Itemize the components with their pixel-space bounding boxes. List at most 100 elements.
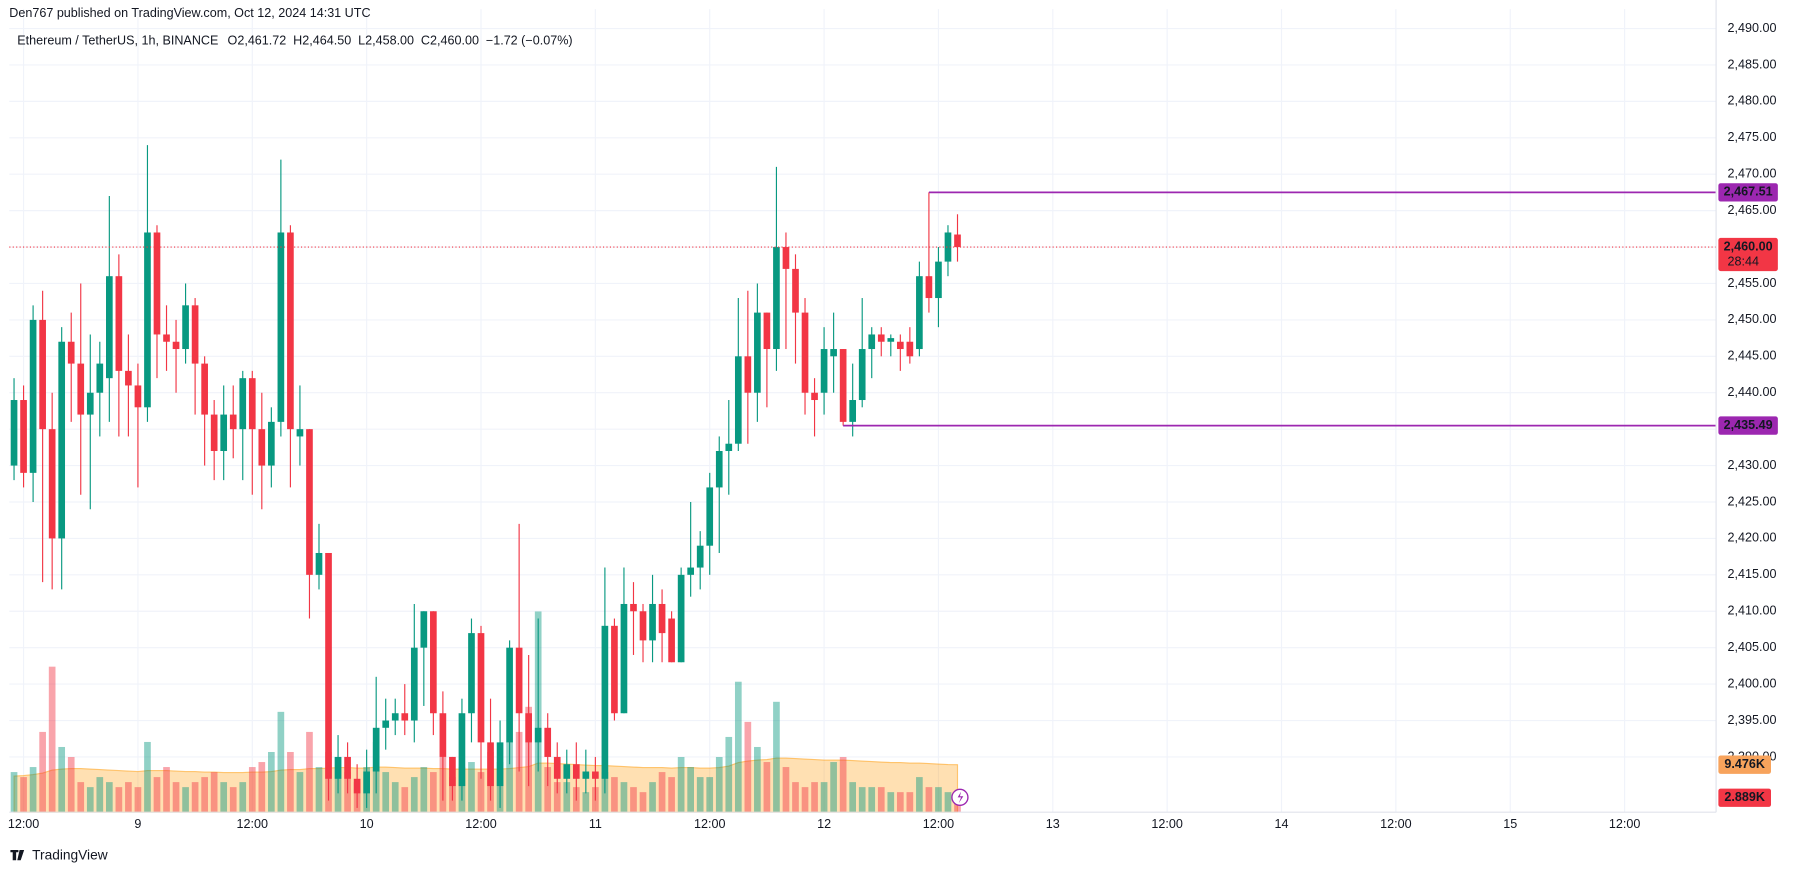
- volume-bar: [696, 777, 704, 813]
- volume-bar: [611, 777, 618, 813]
- volume-bar: [248, 767, 256, 813]
- candle-body: [268, 421, 275, 466]
- volume-layer: [10, 611, 961, 813]
- volume-label: 9.476K: [1724, 757, 1765, 771]
- volume-bar: [48, 666, 56, 813]
- volume-bar: [877, 787, 885, 813]
- candle-body: [306, 429, 313, 575]
- lightning-icon: [951, 788, 969, 807]
- candle-body: [391, 713, 399, 721]
- volume-bar: [944, 792, 952, 813]
- volume-bar: [830, 762, 837, 813]
- x-tick-label: 9: [134, 817, 141, 831]
- volume-bar: [782, 767, 790, 813]
- candle-body: [668, 618, 675, 663]
- candle-body: [792, 268, 799, 313]
- candle-body: [944, 232, 952, 262]
- level-label: 2,467.51: [1724, 185, 1773, 199]
- candle-body: [20, 400, 27, 473]
- candle-body: [420, 611, 428, 648]
- candle-body: [449, 756, 456, 787]
- x-tick-label: 14: [1275, 817, 1289, 831]
- volume-bar: [10, 772, 18, 813]
- volume-bar: [906, 792, 914, 813]
- candle-body: [935, 261, 942, 299]
- volume-bar: [315, 767, 323, 813]
- candle-body: [172, 341, 180, 350]
- y-tick-label: 2,415.00: [1728, 567, 1777, 581]
- candle-body: [487, 742, 494, 787]
- candle-body: [182, 305, 189, 350]
- candle-body: [58, 341, 66, 539]
- volume-bar: [296, 772, 304, 813]
- volume-bar: [20, 777, 27, 813]
- volume-bar: [86, 787, 94, 813]
- volume-bar: [477, 772, 485, 813]
- candle-body: [906, 341, 914, 357]
- volume-bar: [935, 787, 942, 813]
- volume-bar: [715, 757, 723, 813]
- y-tick-label: 2,440.00: [1728, 385, 1777, 399]
- volume-bar: [658, 772, 666, 813]
- candle-body: [620, 603, 628, 714]
- volume-bar: [201, 777, 208, 813]
- candle-body: [468, 633, 475, 714]
- logo-text: TradingView: [32, 847, 108, 862]
- candle-body: [811, 392, 818, 401]
- candle-body: [86, 392, 94, 415]
- symbol: Ethereum / TetherUS, 1h, BINANCE: [17, 34, 218, 48]
- candle-body: [77, 363, 85, 415]
- candle-body: [153, 232, 161, 335]
- volume-bar: [887, 792, 895, 813]
- y-tick-label: 2,400.00: [1728, 676, 1777, 690]
- candle-body: [430, 611, 437, 714]
- volume-bar: [725, 736, 733, 813]
- volume-bar: [620, 782, 628, 813]
- x-tick-label: 12:00: [465, 817, 496, 831]
- volume-bar: [582, 792, 590, 813]
- candle-body: [277, 232, 285, 422]
- candle-body: [67, 341, 75, 364]
- volume-label-box: [1718, 788, 1771, 807]
- volume-bar: [773, 701, 780, 813]
- volume-bar: [210, 772, 218, 813]
- legend-key: L: [358, 34, 365, 48]
- candle-body: [496, 742, 504, 787]
- volume-bar: [553, 782, 561, 813]
- candle-body: [868, 334, 876, 350]
- volume-label: 2.889K: [1724, 790, 1765, 804]
- candle-body: [763, 312, 771, 350]
- candle-body: [572, 764, 580, 779]
- candle-body: [611, 625, 618, 714]
- x-tick-label: 12:00: [8, 817, 39, 831]
- candle-body: [439, 713, 447, 757]
- y-tick-label: 2,420.00: [1728, 531, 1777, 545]
- volume-bar: [125, 782, 132, 813]
- volume-bar: [868, 787, 876, 813]
- volume-bar: [649, 782, 656, 813]
- legend-key: C: [421, 34, 430, 48]
- candle-body: [515, 647, 523, 714]
- candle-body: [830, 349, 837, 357]
- candle-body: [630, 603, 637, 612]
- volume-bar: [220, 782, 228, 813]
- volume-bar: [896, 792, 904, 813]
- candle-body: [382, 720, 390, 728]
- volume-bar: [420, 767, 428, 813]
- volume-bar: [563, 782, 571, 813]
- x-tick-label: 11: [589, 817, 602, 831]
- x-tick-label: 12:00: [237, 817, 268, 831]
- volume-bar: [306, 731, 313, 813]
- candle-body: [525, 713, 532, 743]
- volume-bar: [792, 782, 799, 813]
- legend: Ethereum / TetherUS, 1h, BINANCE O 2,461.…: [17, 34, 572, 48]
- last-price-box: [1718, 237, 1778, 272]
- candle-body: [563, 764, 571, 779]
- x-tick-label: 12:00: [1609, 817, 1640, 831]
- volume-bar: [849, 782, 857, 813]
- y-tick-label: 2,475.00: [1728, 130, 1777, 144]
- volume-bar: [544, 767, 552, 813]
- candle-body: [887, 338, 895, 342]
